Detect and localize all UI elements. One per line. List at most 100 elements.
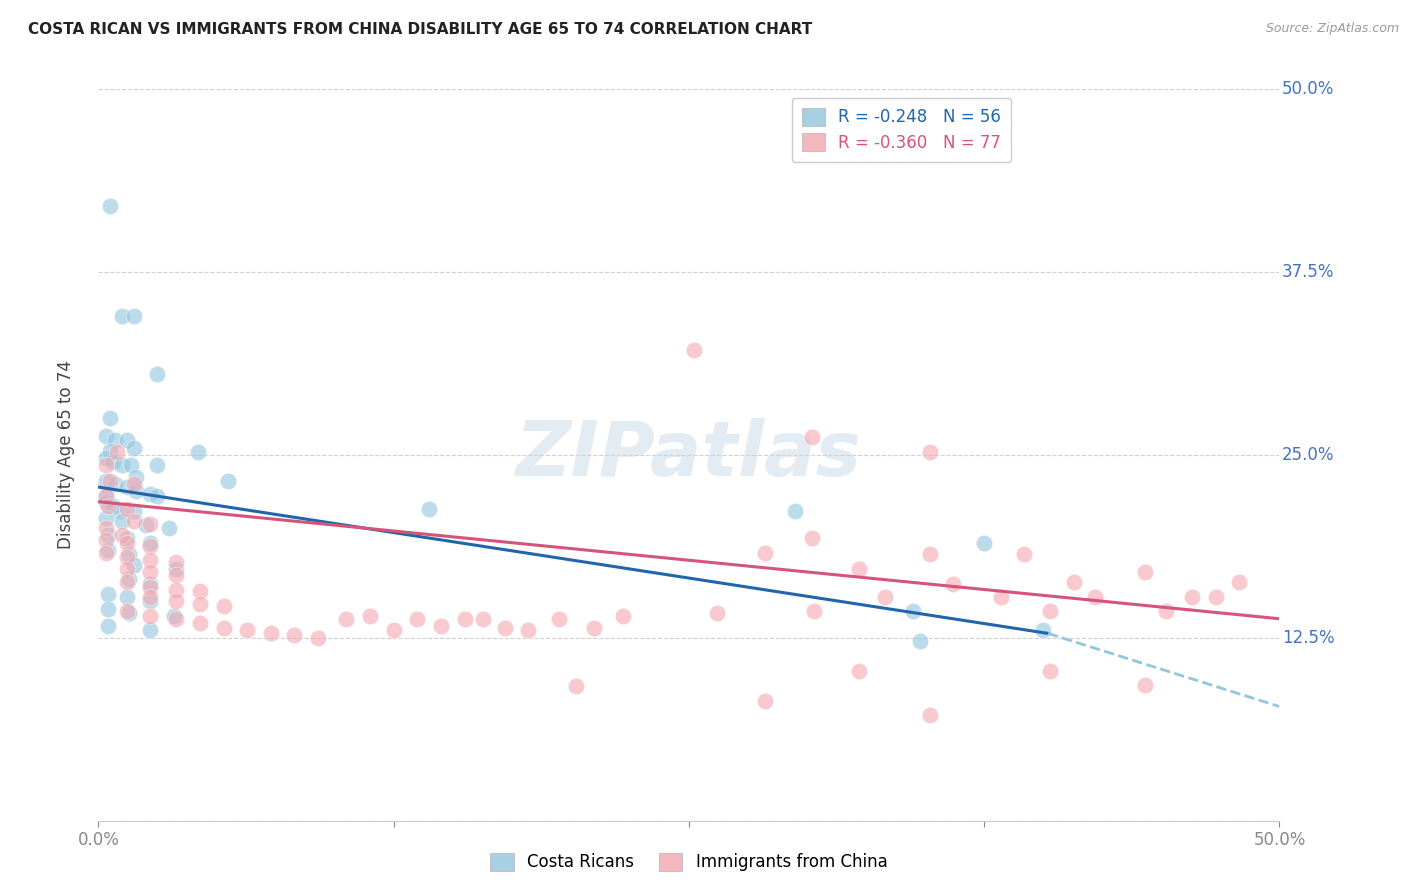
Point xyxy=(139,565,162,579)
Point xyxy=(612,608,634,623)
Point xyxy=(583,621,606,635)
Point xyxy=(188,584,211,599)
Point xyxy=(139,624,162,638)
Point xyxy=(94,489,117,503)
Point xyxy=(104,477,127,491)
Point xyxy=(165,594,187,608)
Point xyxy=(121,458,143,472)
Point xyxy=(165,582,187,597)
Point xyxy=(1039,604,1062,618)
Point xyxy=(125,484,148,499)
Point xyxy=(115,502,138,516)
Point xyxy=(115,562,138,576)
Point xyxy=(122,441,145,455)
Point xyxy=(1181,590,1204,604)
Point xyxy=(803,604,825,618)
Point xyxy=(800,531,823,545)
Point xyxy=(418,502,440,516)
Point xyxy=(105,445,128,459)
Point xyxy=(94,511,117,525)
Point xyxy=(101,499,124,513)
Point xyxy=(97,601,120,615)
Point xyxy=(115,531,138,545)
Point xyxy=(122,503,145,517)
Point xyxy=(910,633,932,648)
Point xyxy=(98,411,121,425)
Point xyxy=(139,594,162,608)
Point xyxy=(111,309,134,323)
Point xyxy=(1154,604,1177,618)
Point xyxy=(188,616,211,631)
Point xyxy=(94,429,117,443)
Point xyxy=(283,628,305,642)
Point xyxy=(406,612,429,626)
Point xyxy=(139,539,162,553)
Point xyxy=(848,562,870,576)
Point xyxy=(800,430,823,444)
Point xyxy=(359,608,381,623)
Point xyxy=(453,612,475,626)
Point xyxy=(97,528,120,542)
Point xyxy=(494,621,516,635)
Point xyxy=(165,562,187,576)
Point xyxy=(94,521,117,535)
Point xyxy=(94,494,117,508)
Point xyxy=(97,587,120,601)
Point xyxy=(1063,575,1085,590)
Point xyxy=(104,434,127,448)
Point xyxy=(754,694,776,708)
Text: ZIPatlas: ZIPatlas xyxy=(516,418,862,491)
Point xyxy=(903,604,925,618)
Point xyxy=(139,576,162,591)
Point xyxy=(115,604,138,618)
Point xyxy=(98,443,121,458)
Point xyxy=(165,567,187,582)
Point xyxy=(517,624,540,638)
Point xyxy=(94,475,117,489)
Point xyxy=(139,590,162,604)
Point xyxy=(115,535,138,549)
Point xyxy=(157,521,180,535)
Text: COSTA RICAN VS IMMIGRANTS FROM CHINA DISABILITY AGE 65 TO 74 CORRELATION CHART: COSTA RICAN VS IMMIGRANTS FROM CHINA DIS… xyxy=(28,22,813,37)
Point xyxy=(115,590,138,604)
Point xyxy=(115,434,138,448)
Point xyxy=(990,590,1012,604)
Point xyxy=(212,599,235,613)
Point xyxy=(188,597,211,611)
Point xyxy=(97,619,120,633)
Point xyxy=(165,555,187,569)
Point xyxy=(139,535,162,549)
Point xyxy=(146,458,169,472)
Point xyxy=(335,612,357,626)
Point xyxy=(94,533,117,547)
Point xyxy=(97,543,120,558)
Point xyxy=(98,199,121,213)
Point xyxy=(165,612,187,626)
Point xyxy=(135,518,157,533)
Text: 25.0%: 25.0% xyxy=(1282,446,1334,464)
Point xyxy=(115,550,138,565)
Point xyxy=(754,546,776,560)
Point xyxy=(1032,624,1054,638)
Point xyxy=(146,368,169,382)
Point xyxy=(785,503,807,517)
Legend: Costa Ricans, Immigrants from China: Costa Ricans, Immigrants from China xyxy=(484,847,894,878)
Point xyxy=(217,475,239,489)
Point xyxy=(139,487,162,501)
Point xyxy=(139,516,162,531)
Text: 12.5%: 12.5% xyxy=(1282,629,1334,647)
Point xyxy=(848,665,870,679)
Point xyxy=(706,606,728,620)
Point xyxy=(548,612,571,626)
Point xyxy=(918,548,941,562)
Point xyxy=(94,489,117,503)
Point xyxy=(118,572,141,586)
Point xyxy=(122,558,145,572)
Point xyxy=(111,514,134,528)
Point xyxy=(918,708,941,723)
Point xyxy=(682,343,704,357)
Point xyxy=(122,309,145,323)
Point xyxy=(564,679,586,693)
Text: 37.5%: 37.5% xyxy=(1282,263,1334,281)
Point xyxy=(307,631,329,645)
